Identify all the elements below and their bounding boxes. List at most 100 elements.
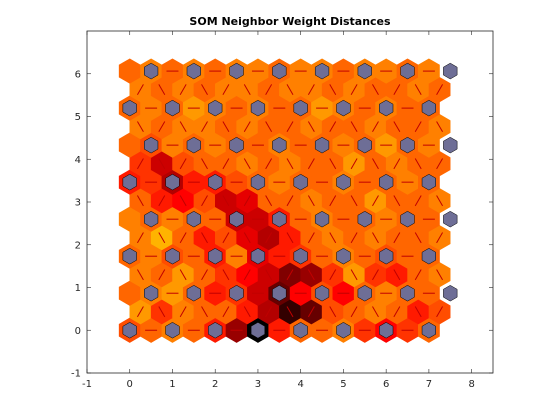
neuron [272,62,287,80]
neuron [400,62,415,80]
neighbor-edge [286,158,294,170]
neuron [357,210,372,228]
neighbor-edge [158,84,166,96]
neighbor-edge [393,158,401,170]
x-tick-label: 5 [340,379,346,390]
neighbor-edge [222,269,230,281]
neighbor-edge [307,306,315,318]
neuron [421,99,436,117]
neuron [314,136,330,154]
neighbor-edge [372,195,379,207]
distance-cells [118,58,451,343]
neighbor-edge [158,121,166,133]
neighbor-edge [179,269,187,281]
neighbor-edge [436,158,444,170]
neuron [229,136,244,154]
neighbor-edge [436,306,444,318]
neighbor-edge [414,121,422,133]
y-tick-label: 0 [75,326,81,337]
neighbor-edge [307,232,315,244]
distance-cell [118,58,141,84]
neighbor-edge [436,121,444,133]
neighbor-edge [265,232,273,244]
neuron [272,285,287,302]
neighbor-edge [329,84,337,96]
neighbor-edge [179,306,187,318]
neighbor-edge [372,84,379,96]
neighbor-edge [329,195,337,207]
x-tick-label: 2 [212,379,218,390]
neuron [122,322,137,339]
neuron [186,285,201,302]
neuron [293,173,308,191]
neighbor-edge [179,195,187,207]
neuron [400,210,415,228]
neighbor-edge [307,121,315,133]
y-axis-ticks: -1 0 1 2 3 4 5 6 [71,69,493,380]
neuron [379,322,394,339]
neighbor-edge [136,195,144,207]
neuron [336,173,351,191]
neighbor-edge [243,158,251,170]
neighbor-edge [372,232,379,244]
neighbor-edge [393,232,401,244]
y-tick-label: 4 [75,155,81,166]
y-tick-label: 6 [75,69,81,80]
neuron [208,248,223,265]
neuron [314,285,330,302]
neighbor-edge [243,121,251,133]
distance-cell [118,132,141,158]
neuron [272,136,287,154]
neighbor-edge [136,232,144,244]
neuron [293,248,308,265]
neuron [357,136,372,154]
neighbor-edge [222,158,230,170]
x-tick-label: 7 [426,379,432,390]
neuron [165,99,180,117]
neighbor-edge [329,269,337,281]
neighbor-edge [201,306,208,318]
neighbor-edge [329,121,337,133]
neighbor-edge [350,232,358,244]
neighbor-edges [136,70,444,331]
x-axis-ticks: -1 0 1 2 3 4 5 6 7 8 [82,31,475,390]
x-tick-label: 1 [169,379,175,390]
neighbor-edge [436,195,444,207]
y-tick-label: -1 [71,369,81,380]
neighbor-edge [201,158,208,170]
y-tick-label: 3 [75,198,81,209]
neuron [314,210,330,228]
neighbor-edge [136,158,144,170]
neighbor-edge [201,84,208,96]
neighbor-edge [350,121,358,133]
neighbor-edge [179,84,187,96]
neuron [443,285,458,302]
neuron [293,322,308,339]
neighbor-edge [265,269,273,281]
neighbor-edge [158,306,166,318]
neighbor-edge [414,232,422,244]
neuron [357,62,372,80]
neurons [122,62,458,339]
neighbor-edge [201,232,208,244]
neuron [208,99,223,117]
neighbor-edge [136,84,144,96]
neighbor-edge [372,158,379,170]
neighbor-edge [222,84,230,96]
neuron [165,173,180,191]
neighbor-edge [307,195,315,207]
neuron [144,62,159,80]
neuron [379,173,394,191]
neuron [443,210,458,228]
chart-title: SOM Neighbor Weight Distances [189,15,391,28]
neighbor-edge [286,306,294,318]
neighbor-edge [136,269,144,281]
neighbor-edge [350,158,358,170]
neuron [186,136,201,154]
neighbor-edge [286,121,294,133]
neuron [421,173,436,191]
neuron [144,210,159,228]
neuron [165,322,180,339]
neuron [229,62,244,80]
